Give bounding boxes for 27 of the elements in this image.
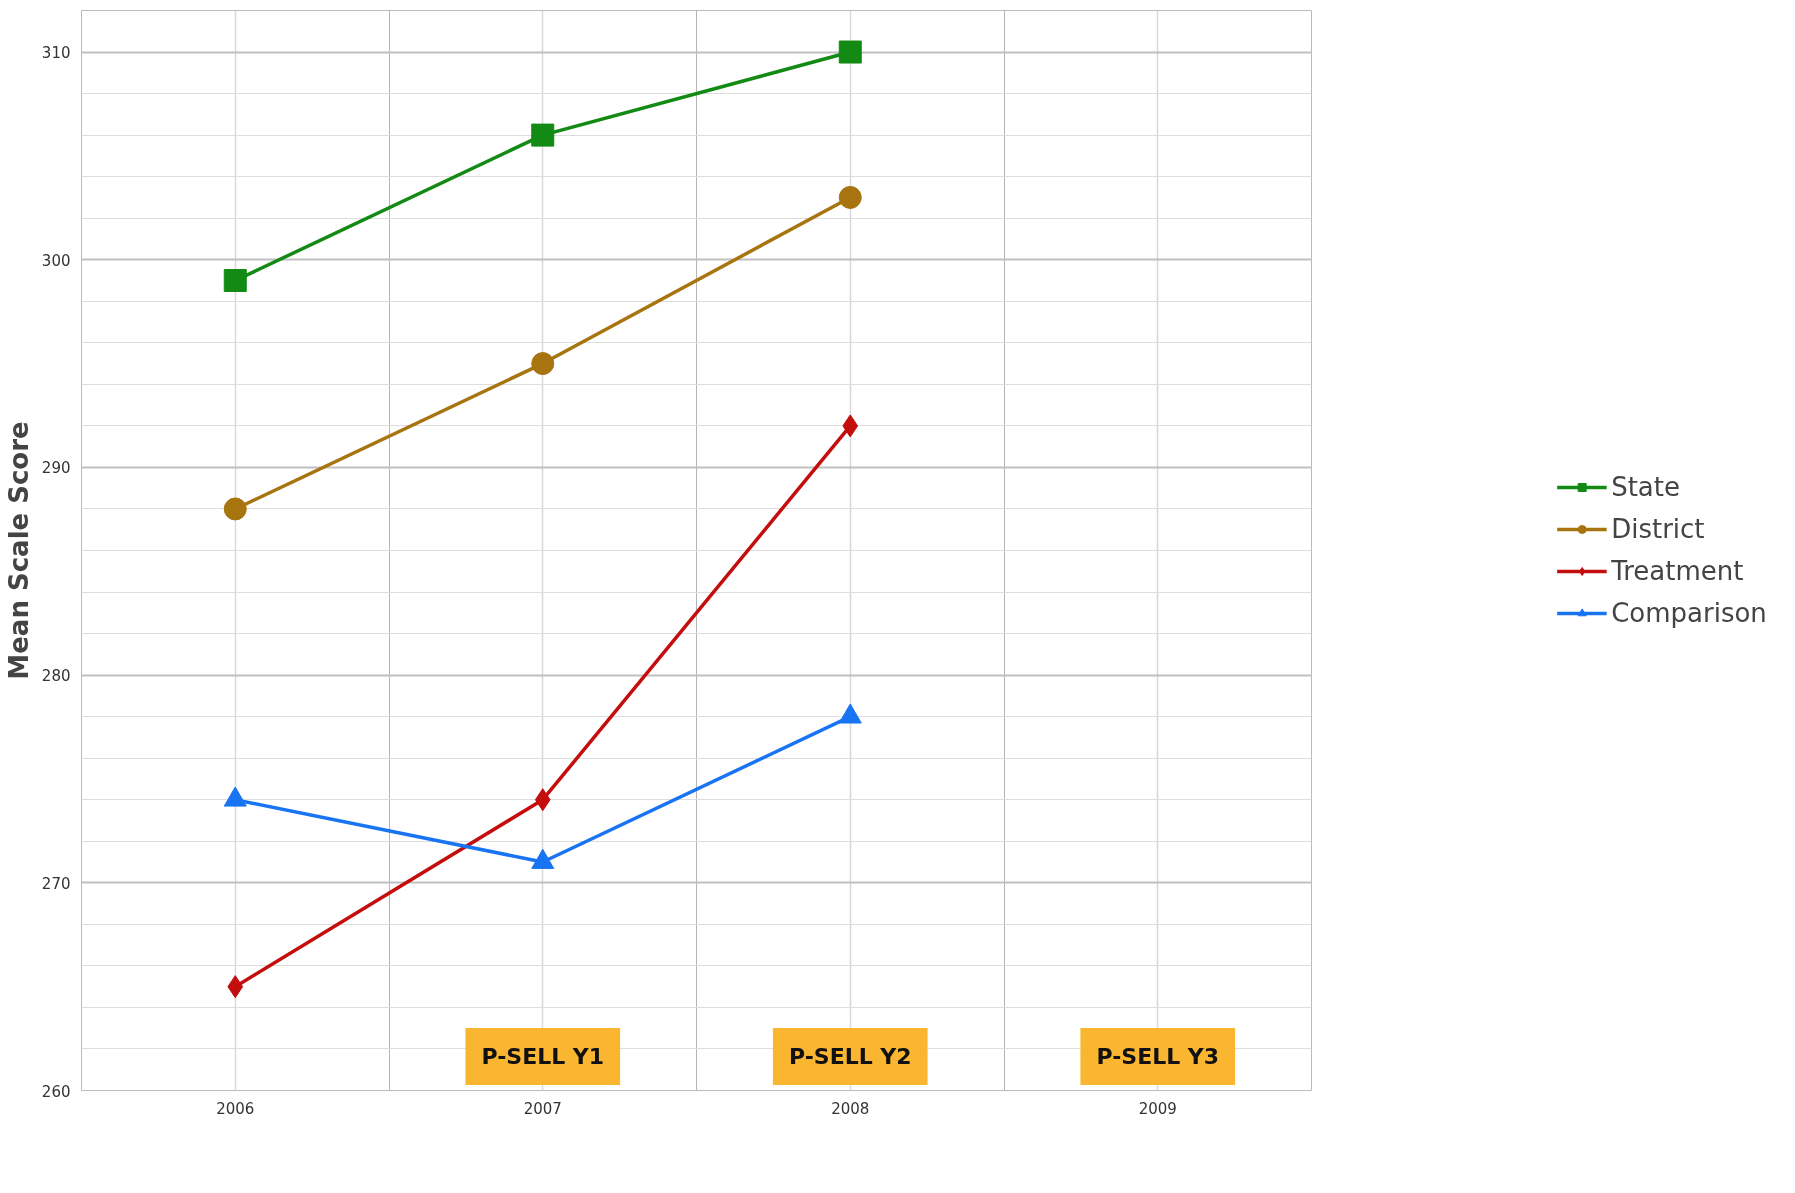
x-tick-label: 2006 xyxy=(216,1099,255,1118)
legend-label: Treatment xyxy=(1611,556,1744,586)
y-tick-label: 300 xyxy=(41,251,71,270)
point xyxy=(531,352,555,376)
point xyxy=(534,788,551,812)
point xyxy=(223,497,247,521)
point xyxy=(842,414,859,438)
annotation: P-SELL Y3 xyxy=(1096,1044,1220,1069)
annotation: P-SELL Y2 xyxy=(788,1044,912,1069)
annotation: P-SELL Y1 xyxy=(481,1044,605,1069)
point xyxy=(838,185,862,209)
x-tick-label: 2007 xyxy=(523,1099,562,1118)
y-axis-title: Mean Scale Score xyxy=(3,421,34,680)
y-tick-label: 270 xyxy=(41,874,71,893)
y-tick-label: 310 xyxy=(41,44,71,63)
x-tick-label: 2009 xyxy=(1138,1099,1177,1118)
point xyxy=(531,123,555,147)
y-tick-label: 280 xyxy=(41,667,71,686)
legend-label: District xyxy=(1611,514,1705,544)
point xyxy=(223,269,247,292)
legend-label: Comparison xyxy=(1611,598,1767,628)
point xyxy=(838,40,862,64)
x-tick-label: 2008 xyxy=(831,1099,870,1118)
point xyxy=(227,975,244,999)
y-tick-label: 260 xyxy=(41,1082,71,1101)
y-tick-label: 290 xyxy=(41,459,71,478)
legend-label: State xyxy=(1611,472,1680,502)
